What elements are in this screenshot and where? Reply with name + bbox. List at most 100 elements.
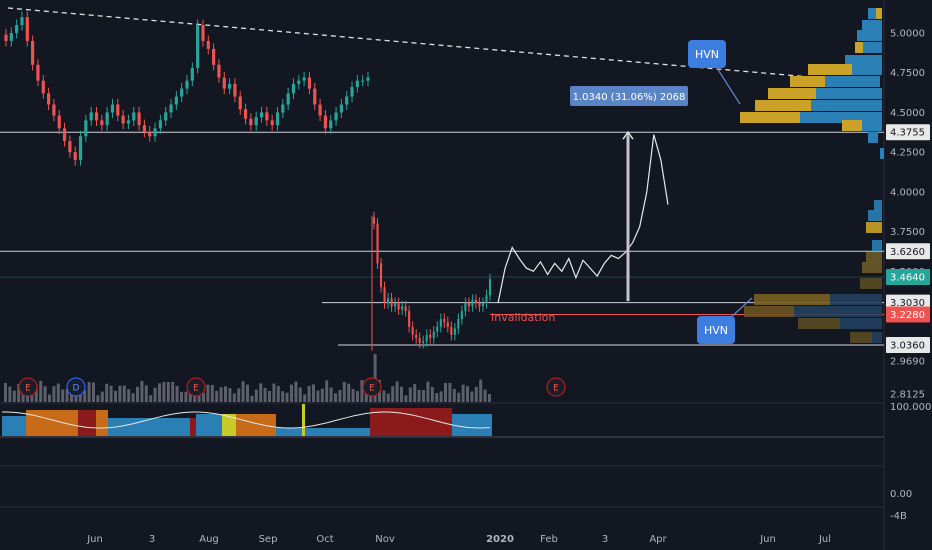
measure-label-box: [570, 86, 688, 106]
volume-bar: [351, 388, 355, 402]
profile-bar: [790, 76, 825, 87]
candle: [169, 104, 173, 113]
candle: [307, 77, 312, 89]
volume-bar: [408, 387, 412, 402]
volume-bar: [254, 389, 258, 402]
price-tick-label: 3.7500: [890, 227, 925, 238]
candle: [196, 25, 200, 68]
price-tag-label: 3.2280: [890, 310, 925, 321]
volume-bar: [241, 381, 245, 402]
profile-bar: [825, 76, 880, 87]
candle: [366, 77, 370, 81]
candle: [418, 338, 421, 343]
candle: [217, 64, 221, 78]
volume-bar: [444, 383, 447, 402]
volume-bar: [131, 393, 135, 402]
volume-bar: [180, 391, 183, 402]
candle: [254, 117, 258, 126]
candle: [313, 88, 317, 105]
indicator-bar: [222, 414, 236, 436]
volume-bar: [100, 391, 104, 402]
volume-bar: [114, 390, 117, 402]
candle: [345, 96, 349, 105]
price-tick-label: 4.0000: [890, 187, 925, 198]
candle: [153, 128, 157, 137]
candle: [383, 287, 386, 304]
candle: [137, 112, 141, 126]
candle: [450, 326, 453, 335]
profile-bar: [850, 332, 872, 343]
volume-bar: [48, 394, 51, 402]
profile-bar: [863, 42, 882, 53]
profile-bar: [794, 306, 882, 317]
profile-bar: [768, 88, 816, 99]
candle: [52, 104, 56, 116]
volume-bar: [140, 380, 144, 402]
volume-bar: [224, 386, 227, 402]
volume-bar: [149, 395, 153, 402]
volume-bar: [325, 380, 329, 402]
volume-bar: [338, 390, 342, 402]
candle: [158, 120, 162, 129]
price-tag-bg: [886, 243, 930, 260]
volume-bar: [92, 382, 95, 402]
profile-bar: [868, 210, 882, 221]
candle: [121, 115, 125, 124]
invalidation-label: Invalidation: [491, 311, 555, 324]
price-tick-label: 4.5000: [890, 108, 925, 119]
candle: [190, 67, 194, 81]
price-tag: 3.0360: [886, 337, 930, 354]
volume-bar: [356, 391, 359, 402]
candle: [243, 109, 248, 119]
volume-bar: [466, 386, 469, 402]
volume-bar: [228, 388, 232, 402]
volume-bar: [435, 392, 439, 402]
volume-bar: [316, 390, 320, 402]
callout-label: HVN: [695, 48, 719, 61]
volume-bar: [43, 386, 47, 402]
candle: [460, 311, 463, 319]
candle: [201, 25, 205, 41]
volume-bar: [457, 392, 461, 402]
candle: [15, 25, 19, 33]
volume-bar: [202, 393, 205, 402]
price-tick-label: 2.8125: [890, 390, 925, 401]
volume-bar: [175, 385, 179, 402]
price-tick-label: 2.9690: [890, 357, 925, 368]
volume-bar: [237, 388, 241, 402]
price-tag: 3.4640: [886, 269, 930, 286]
candle: [73, 152, 77, 161]
profile-bar: [855, 42, 863, 53]
event-marker-label: D: [73, 384, 80, 394]
time-tick-label: Apr: [649, 534, 667, 545]
volume-bar: [382, 390, 386, 402]
candle: [379, 263, 383, 288]
price-tick-label: 5.0000: [890, 29, 925, 40]
event-marker-label: E: [369, 384, 375, 394]
profile-bar: [845, 55, 882, 66]
volume-bar: [30, 392, 34, 402]
time-tick-label: 3: [602, 534, 608, 545]
trendline: [7, 7, 881, 84]
candle: [355, 80, 359, 88]
profile-bar: [880, 148, 884, 159]
candle: [281, 104, 285, 113]
candle: [4, 34, 8, 41]
volume-bar: [52, 386, 56, 402]
candle: [62, 128, 67, 142]
volume-bar: [118, 385, 122, 402]
volume-bar: [56, 383, 60, 402]
volume-bar: [342, 381, 346, 402]
candle: [174, 96, 178, 105]
indicator-bar: [190, 418, 196, 436]
candle: [126, 120, 131, 124]
candle: [453, 328, 456, 335]
candle: [464, 303, 467, 312]
candle: [415, 334, 418, 339]
profile-bar: [852, 64, 882, 75]
candle: [334, 112, 338, 121]
volume-bar: [171, 381, 175, 402]
volume-bar: [210, 385, 214, 402]
candle: [350, 87, 354, 97]
